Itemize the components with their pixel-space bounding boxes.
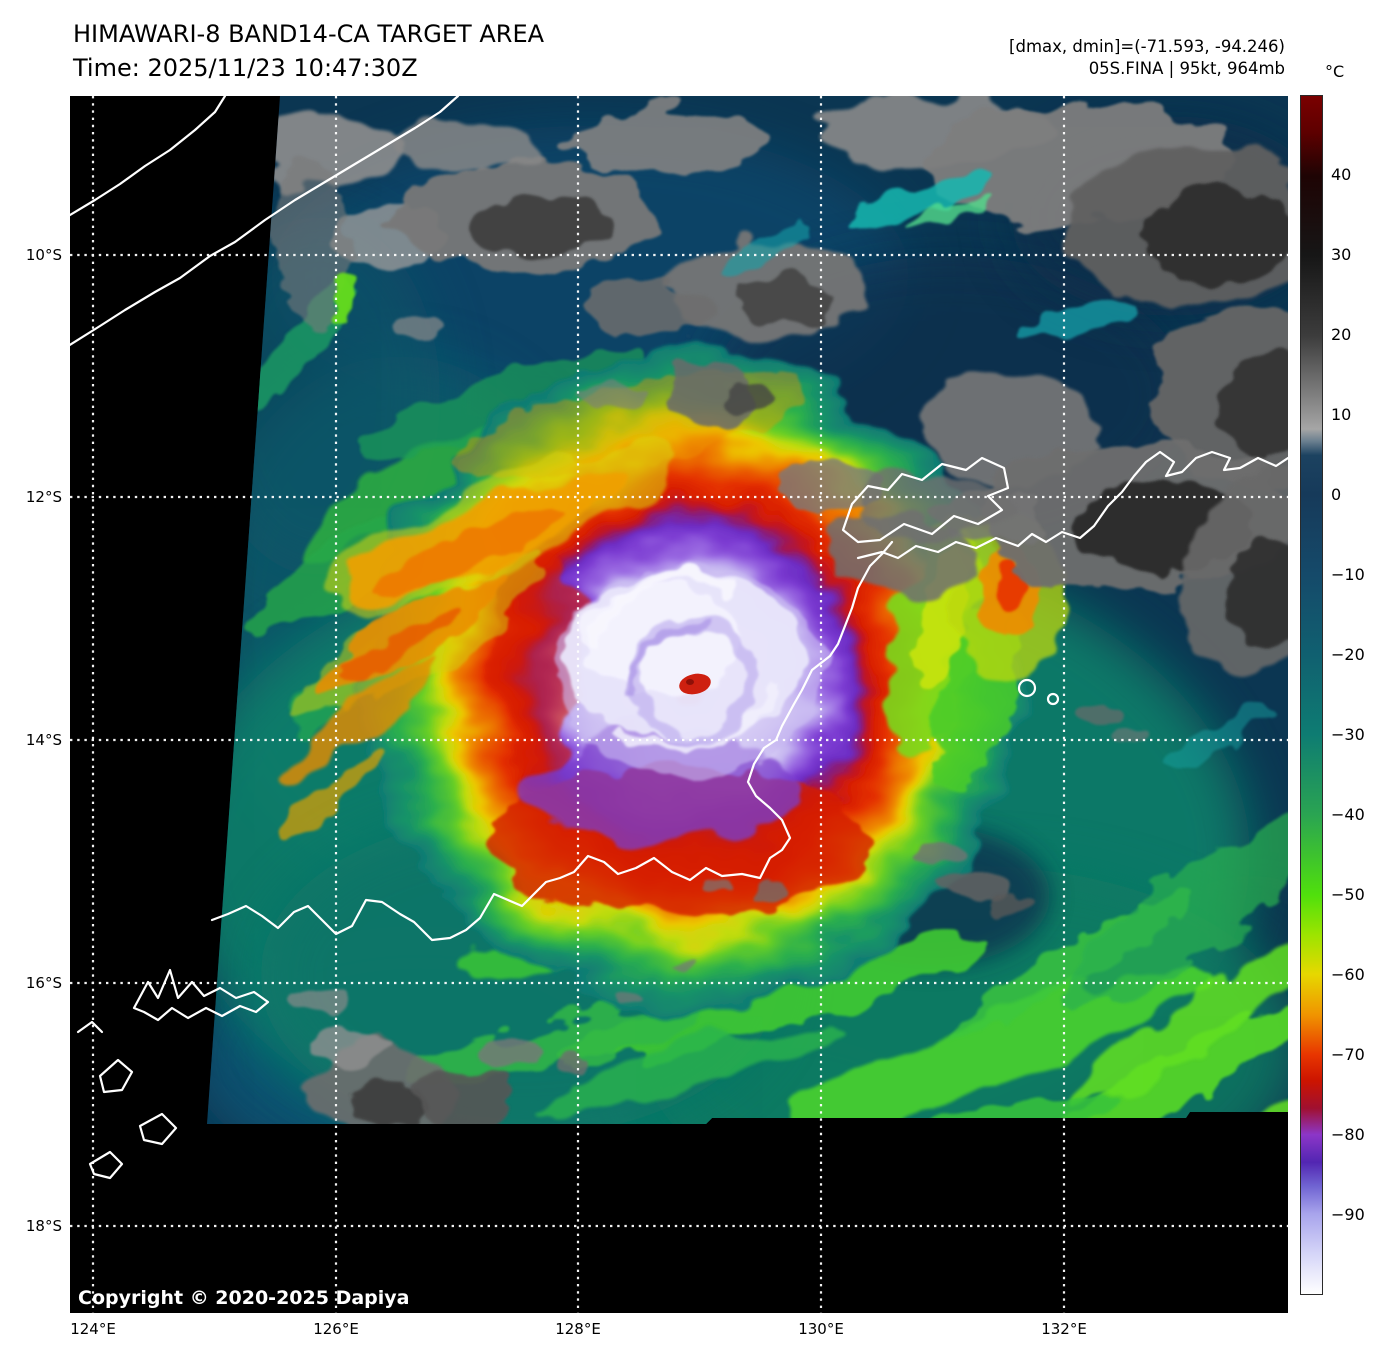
lat-tick-label: 12°S [25,488,62,506]
header-right: [dmax, dmin]=(-71.593, -94.246) 05S.FINA… [1009,36,1285,80]
coastline-timor-northwest [70,96,227,217]
coastline-kimberley-island-1 [98,1058,134,1094]
lon-tick-label: 126°E [313,1320,359,1338]
scan-data-region [207,96,1288,1124]
coastline-kimberley-spit [76,1020,104,1034]
coastline-timor-southeast [70,96,460,347]
colorbar-tick-label: 0 [1331,485,1342,504]
colorbar-tick-label: 10 [1331,405,1352,424]
colorbar-tick-label: 20 [1331,325,1352,344]
coastline-mainland-west [210,540,894,942]
colorbar-tick-label: −20 [1331,645,1365,664]
coastline-kimberley-fragments [132,968,270,1022]
colorbar-tick-label: −90 [1331,1205,1365,1224]
lat-tick-label: 18°S [25,1216,62,1235]
colorbar-tick-label: −10 [1331,565,1365,584]
coastlines [70,96,1288,1180]
satellite-image [70,96,1288,1313]
colorbar-tick-label: −70 [1331,1045,1365,1064]
lon-tick-label: 132°E [1041,1320,1087,1338]
storm-info-label: 05S.FINA | 95kt, 964mb [1088,59,1285,78]
colorbar-tick-label: −50 [1331,885,1365,904]
copyright-label: Copyright © 2020-2025 Dapiya [78,1287,410,1309]
coastline-top-end-north [856,450,1288,560]
colorbar-tick-label: 30 [1331,245,1352,264]
lon-tick-label: 124°E [70,1320,116,1338]
page-title: HIMAWARI-8 BAND14-CA TARGET AREA [73,20,545,48]
graticule [70,96,1288,1313]
coastline-small-island-2 [1046,692,1060,706]
colorbar-tick-label: −30 [1331,725,1365,744]
coastline-tiwi-islands [841,456,1010,544]
colorbar-unit-label: °C [1325,62,1345,81]
colorbar-tick-label: −80 [1331,1125,1365,1144]
lat-tick-label: 14°S [25,731,62,750]
time-label: Time: 2025/11/23 10:47:30Z [73,54,418,82]
lat-tick-label: 16°S [25,974,62,993]
map-canvas: Copyright © 2020-2025 Dapiya [70,96,1288,1313]
colorbar [1300,95,1323,1295]
coastline-small-island-1 [1017,678,1037,698]
coastline-kimberley-island-3 [88,1150,124,1180]
colorbar-tick-label: −40 [1331,805,1365,824]
colorbar-tick-label: 40 [1331,165,1352,184]
lon-tick-label: 130°E [798,1320,844,1338]
lat-tick-label: 10°S [25,246,62,265]
colorbar-tick-label: −60 [1331,965,1365,984]
dmax-dmin-label: [dmax, dmin]=(-71.593, -94.246) [1009,37,1285,56]
coastline-kimberley-island-2 [138,1112,178,1146]
lon-tick-label: 128°E [555,1320,601,1338]
